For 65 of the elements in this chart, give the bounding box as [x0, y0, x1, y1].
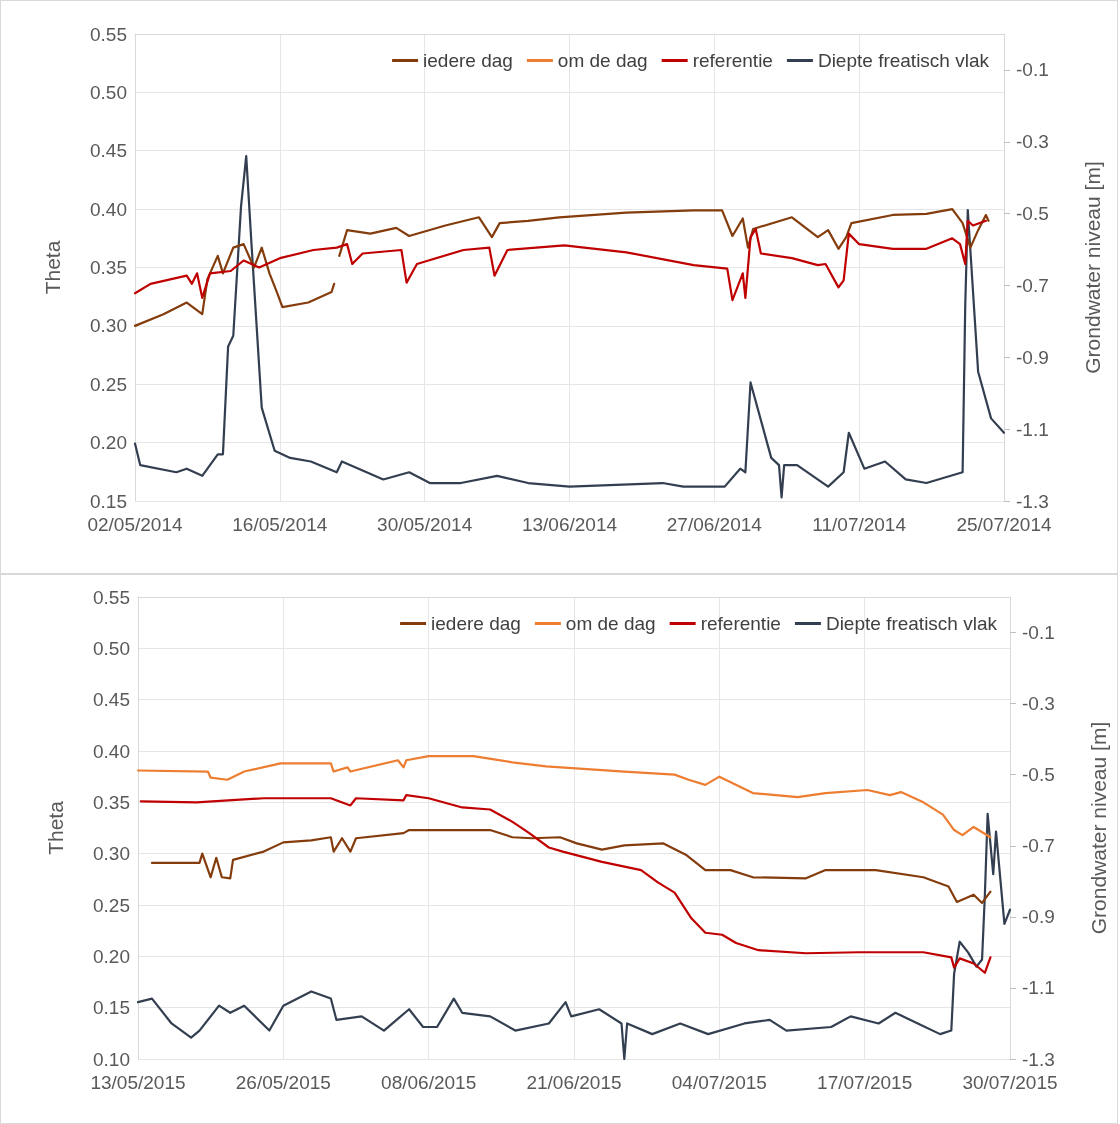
x-tick-label: 30/07/2015 — [962, 1072, 1058, 1093]
y2-tick-label: -1.1 — [1016, 418, 1049, 440]
legend-label: referentie — [700, 613, 781, 634]
line-series — [136, 755, 992, 839]
y2-tick-label: -0.5 — [1022, 764, 1055, 786]
x-tick-label: 08/06/2015 — [381, 1072, 477, 1093]
y-tick-label: 0.15 — [93, 997, 130, 1019]
line-series — [150, 828, 992, 905]
x-tick-label: 26/05/2015 — [235, 1072, 331, 1093]
line-series — [136, 812, 1012, 1061]
x-tick-label: 17/07/2015 — [817, 1072, 913, 1093]
legend-label: iedere dag — [423, 50, 513, 71]
y-tick-label: 0.55 — [93, 586, 130, 608]
y2-tick-label: -0.1 — [1016, 59, 1049, 81]
y2-axis-title: Grondwater niveau [m] — [1081, 161, 1104, 374]
y2-tick-label: -1.3 — [1016, 490, 1049, 512]
y2-tick-label: -1.3 — [1022, 1048, 1055, 1070]
y-tick-label: 0.25 — [90, 373, 127, 395]
line-series — [133, 155, 1006, 499]
y2-tick-label: -0.3 — [1022, 693, 1055, 715]
y-tick-label: 0.40 — [93, 740, 130, 762]
x-tick-label: 25/07/2014 — [956, 514, 1052, 535]
legend-label: Diepte freatisch vlak — [825, 613, 998, 634]
y-tick-label: 0.30 — [93, 843, 130, 865]
x-tick-label: 11/07/2014 — [812, 514, 907, 535]
x-tick-label: 13/05/2015 — [90, 1072, 186, 1093]
y-tick-label: 0.55 — [90, 23, 127, 45]
y2-tick-label: -0.3 — [1016, 131, 1049, 153]
y-axis-title: Theta — [41, 240, 64, 295]
y-tick-label: 0.45 — [90, 140, 127, 162]
x-tick-label: 30/05/2014 — [377, 514, 473, 535]
y-tick-label: 0.35 — [90, 257, 127, 278]
x-tick-label: 02/05/2014 — [87, 514, 183, 535]
y2-axis-title: Grondwater niveau [m] — [1087, 721, 1110, 935]
y2-tick-label: -1.1 — [1022, 977, 1055, 999]
line-series — [139, 794, 992, 974]
x-tick-label: 27/06/2014 — [666, 514, 763, 535]
y2-tick-label: -0.5 — [1016, 203, 1049, 225]
y-tick-label: 0.40 — [90, 198, 127, 220]
y2-tick-label: -0.9 — [1016, 346, 1049, 368]
x-tick-label: 16/05/2014 — [232, 514, 328, 535]
y2-tick-label: -0.7 — [1016, 274, 1049, 296]
legend-label: om de dag — [557, 50, 648, 71]
x-tick-label: 13/06/2014 — [521, 514, 618, 535]
y-tick-label: 0.50 — [90, 81, 127, 103]
legend-label: Diepte freatisch vlak — [817, 50, 990, 71]
y-tick-label: 0.45 — [93, 689, 130, 711]
y-axis-title: Theta — [44, 800, 67, 855]
y-tick-label: 0.20 — [90, 432, 127, 454]
legend-label: referentie — [692, 50, 773, 71]
y-tick-label: 0.25 — [93, 894, 130, 916]
y-tick-label: 0.15 — [90, 490, 127, 512]
y-tick-label: 0.35 — [93, 791, 130, 813]
y-tick-label: 0.50 — [93, 637, 130, 659]
legend-label: om de dag — [565, 613, 656, 634]
y-tick-label: 0.30 — [90, 315, 127, 337]
x-tick-label: 21/06/2015 — [526, 1072, 622, 1093]
y-tick-label: 0.10 — [93, 1048, 130, 1070]
line-series — [133, 219, 987, 302]
legend-label: iedere dag — [431, 613, 521, 634]
y2-tick-label: -0.1 — [1022, 622, 1055, 644]
y-tick-label: 0.20 — [93, 945, 130, 967]
y2-tick-label: -0.7 — [1022, 835, 1055, 857]
x-tick-label: 04/07/2015 — [671, 1072, 767, 1093]
y2-tick-label: -0.9 — [1022, 906, 1055, 928]
